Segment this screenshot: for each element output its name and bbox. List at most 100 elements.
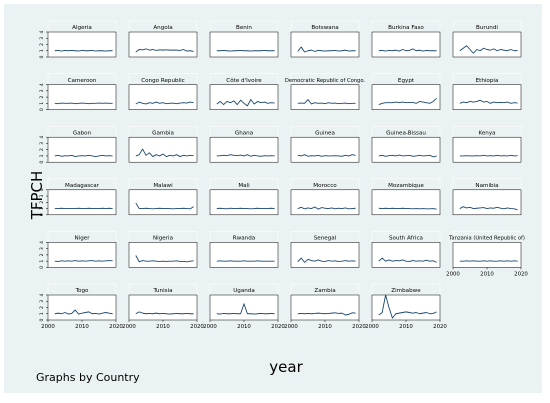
y-axis-title: TFPCH: [28, 171, 46, 221]
panel-title: Ghana: [235, 130, 253, 136]
series-line: [216, 99, 275, 107]
panel: Nigeria: [128, 231, 198, 268]
y-tick-label: 1: [39, 312, 45, 315]
panel-plot-region: [290, 242, 360, 268]
panel-title: Mali: [238, 183, 250, 189]
panel: Mali: [209, 178, 279, 216]
x-tick-label: 2020: [433, 324, 447, 330]
x-tick-label: 2010: [480, 271, 494, 277]
panel-plot-region: [371, 84, 441, 110]
panel: Ghana: [209, 125, 279, 163]
panel-plot-region: [290, 189, 360, 216]
series-line: [216, 207, 275, 210]
series-line: [378, 48, 437, 52]
y-tick-label: 2: [39, 43, 45, 46]
panel-plot-region: [452, 242, 522, 268]
panel: Kenya: [452, 125, 522, 163]
x-tick-label: 2000: [41, 324, 55, 330]
y-tick-label: 3: [39, 142, 45, 145]
panel: Niger 0 1 2 3 4: [39, 231, 117, 269]
x-tick-label: 2000: [122, 324, 136, 330]
panel-title: Tanzania (United Republic of): [448, 236, 525, 242]
series-line: [216, 303, 275, 315]
series-line: [297, 99, 356, 105]
panel-plot-region: [452, 31, 522, 58]
panel-title: Senegal: [314, 236, 337, 242]
panel-title: Burkina Faso: [388, 25, 424, 31]
series-line: [297, 154, 356, 157]
panel-plot-region: [128, 294, 198, 321]
panel-plot-region: [371, 136, 441, 163]
panel-plot-region: [128, 242, 198, 268]
x-tick-label: 2010: [318, 324, 332, 330]
y-tick-label: 3: [39, 247, 45, 250]
panel: South Africa: [371, 231, 441, 268]
series-line: [54, 49, 113, 52]
panel-title: Niger: [74, 236, 90, 242]
series-line: [459, 154, 518, 157]
series-line: [459, 45, 518, 54]
panel-title: Uganda: [233, 288, 255, 294]
panel-title: Madagascar: [65, 183, 100, 189]
panel: Togo 0 1 2 3 4 2000 2010 2020: [39, 283, 123, 330]
panel: Guinea-Bissau: [371, 125, 441, 163]
panel-title: Nigeria: [153, 236, 173, 242]
series-line: [459, 206, 518, 211]
panel-title: Angola: [153, 25, 172, 31]
panel-title: Côte d'Ivoire: [226, 77, 262, 84]
panel: Morocco: [290, 178, 360, 216]
y-tick-label: 2: [39, 148, 45, 151]
series-line: [135, 202, 194, 210]
y-tick-label: 0: [39, 108, 45, 111]
panel: Mozambique: [371, 178, 441, 216]
panel-title: Rwanda: [233, 236, 255, 242]
series-line: [135, 101, 194, 105]
x-tick-label: 2010: [237, 324, 251, 330]
x-tick-label: 2020: [271, 324, 285, 330]
x-axis-title: year: [269, 358, 303, 376]
series-line: [297, 257, 356, 263]
panel-title: Cameroon: [68, 78, 97, 84]
series-line: [54, 154, 113, 158]
panel-plot-region: [47, 242, 117, 268]
series-line: [54, 309, 113, 315]
panel-plot-region: [290, 31, 360, 58]
x-tick-label: 2010: [399, 324, 413, 330]
y-tick-label: 0: [39, 161, 45, 164]
series-line: [135, 148, 194, 158]
panel-plot-region: [47, 294, 117, 321]
panel-title: Namibia: [475, 183, 498, 189]
panel: Botswana: [290, 20, 360, 58]
panel-title: Ethiopia: [476, 78, 499, 84]
panel-plot-region: [371, 189, 441, 216]
panel: Namibia: [452, 178, 522, 216]
panel-title: Mozambique: [388, 183, 424, 189]
panel: Uganda 2000 2010 2020: [203, 283, 285, 330]
y-tick-label: 2: [39, 306, 45, 309]
panel-plot-region: [452, 84, 522, 110]
panel-title: Egypt: [398, 78, 415, 84]
x-tick-label: 2000: [446, 271, 460, 277]
panel-plot-region: [209, 84, 279, 110]
panel-title: Zambia: [314, 288, 335, 294]
panel-plot-region: [209, 294, 279, 321]
panel-plot-region: [47, 189, 117, 216]
panel-title: South Africa: [389, 236, 423, 242]
series-line: [297, 206, 356, 210]
panel-plot-region: [290, 84, 360, 110]
y-tick-label: 3: [39, 195, 45, 198]
panel: Zimbabwe 2000 2010 2020: [365, 283, 447, 330]
y-tick-label: 4: [39, 188, 45, 191]
panel-plot-region: [128, 31, 198, 58]
panel: Zambia 2000 2010 2020: [284, 283, 366, 330]
y-tick-label: 4: [39, 293, 45, 296]
panel-title: Burundi: [476, 25, 498, 31]
panel-plot-region: [47, 136, 117, 163]
panel: Algeria 0 1 2 3 4: [39, 20, 117, 58]
series-line: [378, 154, 437, 158]
series-line: [216, 154, 275, 157]
panel-title: Democratic Republic of Congo.: [285, 78, 365, 84]
panel: Tanzania (United Republic of) 2000 2010 202…: [446, 231, 528, 277]
panel-title: Congo Republic: [141, 78, 185, 84]
